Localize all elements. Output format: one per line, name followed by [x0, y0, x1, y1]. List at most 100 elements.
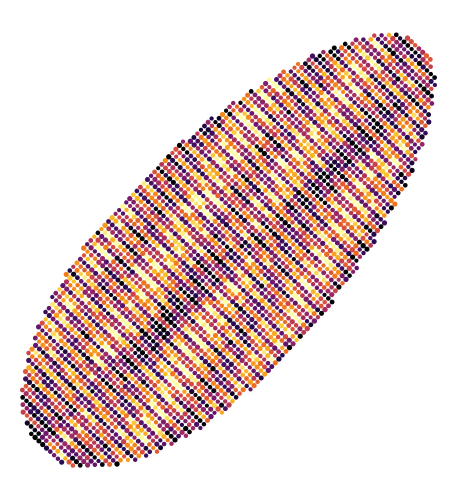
- dot: [203, 252, 208, 258]
- dot: [179, 429, 185, 435]
- dot: [360, 122, 365, 127]
- dot: [170, 286, 176, 292]
- dot: [307, 94, 313, 100]
- dot: [239, 137, 244, 142]
- dot: [340, 89, 346, 95]
- dot: [356, 239, 362, 245]
- dot: [292, 179, 298, 185]
- dot: [94, 414, 100, 420]
- dot: [33, 342, 39, 348]
- dot: [31, 405, 37, 411]
- dot: [149, 416, 155, 421]
- dot: [270, 180, 276, 186]
- dot: [264, 125, 270, 130]
- dot: [61, 426, 67, 432]
- dot: [43, 309, 48, 315]
- dot: [313, 149, 319, 155]
- dot: [376, 51, 381, 57]
- dot: [150, 430, 156, 436]
- dot: [296, 76, 301, 81]
- dot: [173, 338, 178, 343]
- dot: [145, 305, 151, 311]
- dot: [197, 311, 203, 317]
- dot: [402, 47, 407, 52]
- dot: [367, 136, 374, 142]
- dot: [388, 69, 393, 74]
- dot: [113, 226, 119, 231]
- dot: [165, 246, 171, 252]
- dot: [393, 32, 399, 38]
- dot: [168, 419, 174, 424]
- dot: [297, 326, 303, 332]
- dot: [249, 302, 254, 307]
- dot: [289, 183, 294, 188]
- dot: [187, 330, 193, 336]
- dot: [400, 109, 406, 115]
- dot: [154, 242, 160, 249]
- dot: [59, 346, 64, 351]
- dot: [85, 242, 90, 247]
- dot: [328, 178, 335, 184]
- dot: [398, 157, 404, 163]
- dot: [144, 269, 150, 274]
- dot: [414, 87, 419, 92]
- dot: [378, 124, 384, 130]
- dot: [285, 187, 291, 192]
- dot: [321, 49, 326, 55]
- dot: [281, 84, 287, 89]
- dot: [187, 352, 194, 358]
- dot: [122, 262, 128, 268]
- dot: [296, 304, 302, 310]
- dot: [142, 210, 148, 215]
- dot: [87, 315, 93, 321]
- dot: [354, 59, 359, 65]
- dot: [244, 376, 249, 381]
- dot: [110, 343, 116, 350]
- dot: [259, 184, 265, 189]
- dot: [268, 349, 274, 355]
- dot: [353, 250, 359, 256]
- dot: [286, 308, 291, 313]
- dot: [221, 156, 227, 162]
- dot: [181, 275, 187, 281]
- dot: [195, 138, 201, 144]
- dot: [146, 228, 152, 234]
- dot: [292, 300, 298, 306]
- dot: [147, 235, 153, 241]
- dot: [356, 132, 362, 138]
- dot: [155, 265, 161, 270]
- dot: [304, 90, 309, 96]
- dot: [108, 292, 114, 298]
- dot: [50, 301, 56, 307]
- dot: [267, 305, 273, 311]
- dot: [104, 373, 110, 379]
- dot: [321, 57, 326, 62]
- dot: [121, 454, 127, 459]
- dot: [45, 382, 51, 389]
- dot: [377, 88, 383, 93]
- dot: [167, 382, 172, 388]
- dot: [268, 327, 273, 333]
- dot: [236, 162, 242, 168]
- dot: [124, 321, 130, 327]
- dot: [346, 129, 351, 135]
- dot: [277, 271, 283, 277]
- dot: [153, 298, 158, 304]
- dot: [303, 83, 309, 89]
- dot: [292, 72, 298, 78]
- dot: [425, 97, 431, 103]
- dot: [354, 166, 360, 171]
- dot: [215, 307, 221, 312]
- dot: [371, 146, 378, 153]
- dot: [202, 344, 208, 350]
- dot: [403, 90, 409, 96]
- dot: [131, 299, 136, 304]
- dot: [170, 250, 175, 255]
- dots: [20, 32, 438, 468]
- dot: [399, 72, 404, 78]
- dot: [236, 155, 242, 161]
- dot: [364, 40, 370, 46]
- dot: [296, 175, 301, 181]
- dot: [230, 199, 236, 206]
- dot: [294, 146, 300, 152]
